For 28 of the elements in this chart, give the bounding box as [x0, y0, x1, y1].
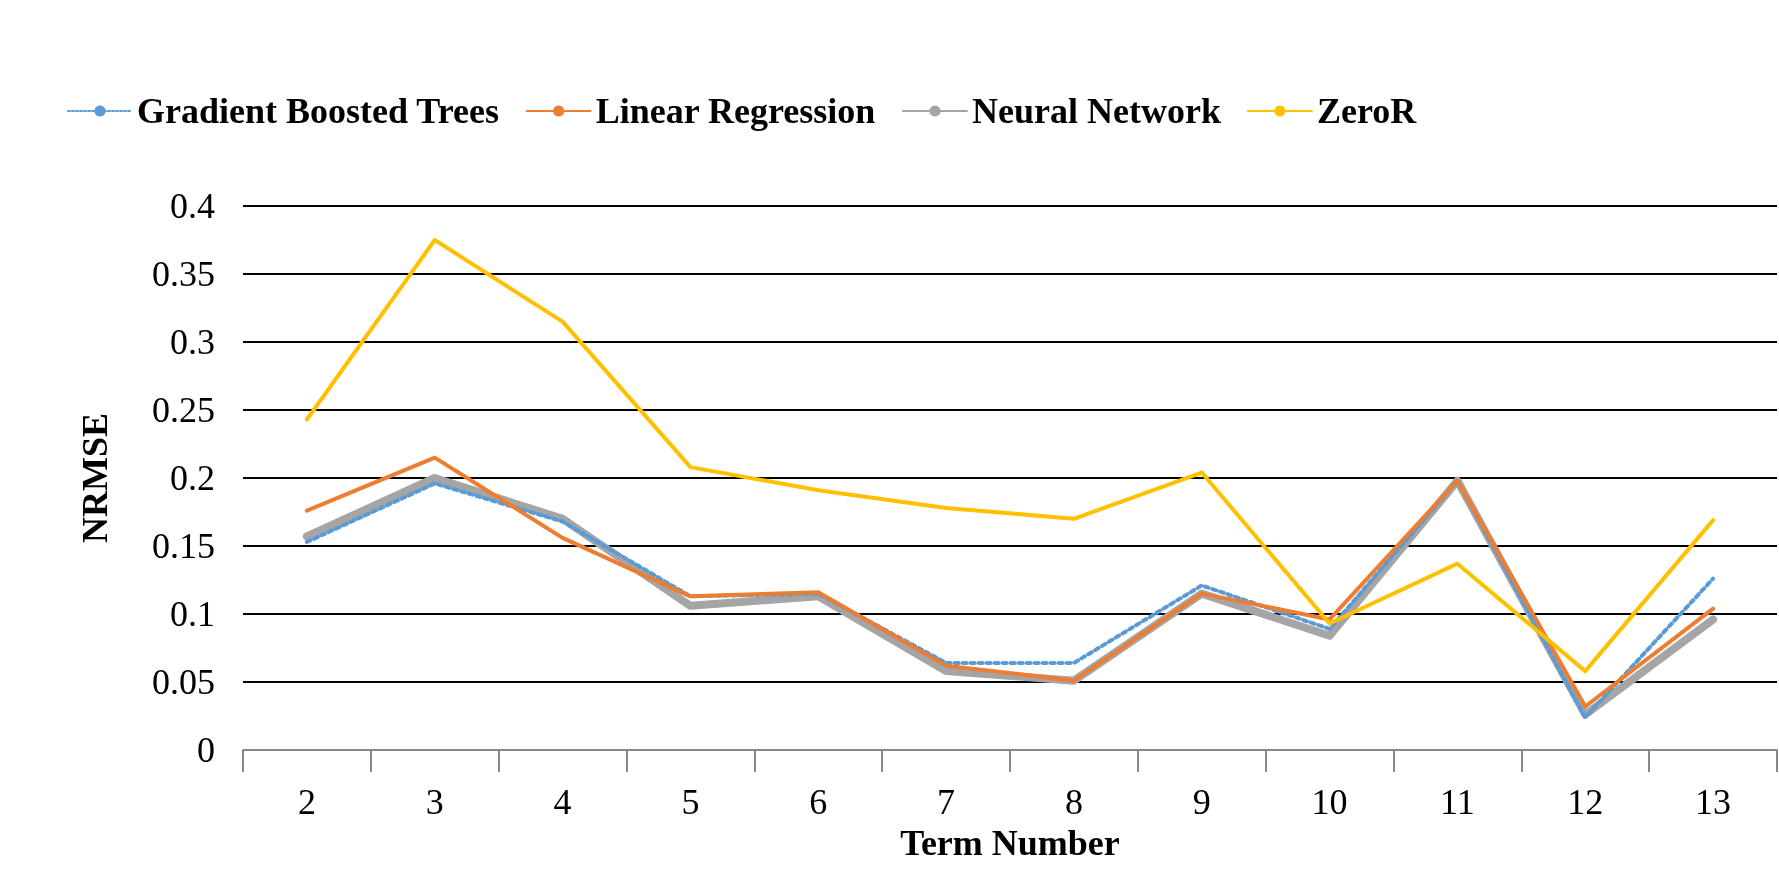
x-tick-label: 13 — [1695, 782, 1732, 822]
y-tick-label: 0.25 — [152, 390, 215, 430]
y-tick-label: 0.3 — [170, 322, 215, 362]
y-tick-label: 0.1 — [170, 594, 215, 634]
y-tick-label: 0.05 — [152, 662, 215, 702]
x-tick-label: 11 — [1440, 782, 1475, 822]
x-tick-label: 6 — [809, 782, 828, 822]
y-tick-label: 0.15 — [152, 526, 215, 566]
line-series — [304, 238, 1716, 674]
x-tick-label: 10 — [1311, 782, 1348, 822]
legend-label: Neural Network — [971, 91, 1221, 131]
y-axis-title: NRMSE — [75, 412, 115, 544]
x-tick-label: 12 — [1567, 782, 1604, 822]
y-tick-label: 0.35 — [152, 254, 215, 294]
x-tick-label: 9 — [1192, 782, 1211, 822]
x-tick-label: 7 — [937, 782, 956, 822]
legend-label: Gradient Boosted Trees — [137, 91, 499, 131]
y-tick-label: 0 — [197, 730, 215, 770]
x-axis-title: Term Number — [900, 822, 1120, 863]
x-tick-label: 5 — [681, 782, 700, 822]
x-tick-label: 2 — [297, 782, 316, 822]
x-tick-label: 4 — [553, 782, 572, 822]
x-tick-label: 8 — [1064, 782, 1083, 822]
legend-label: Linear Regression — [595, 91, 876, 131]
x-tick-label: 3 — [425, 782, 444, 822]
y-tick-label: 0.2 — [170, 458, 215, 498]
y-tick-label: 0.4 — [170, 186, 215, 226]
legend-label: ZeroR — [1316, 91, 1418, 131]
